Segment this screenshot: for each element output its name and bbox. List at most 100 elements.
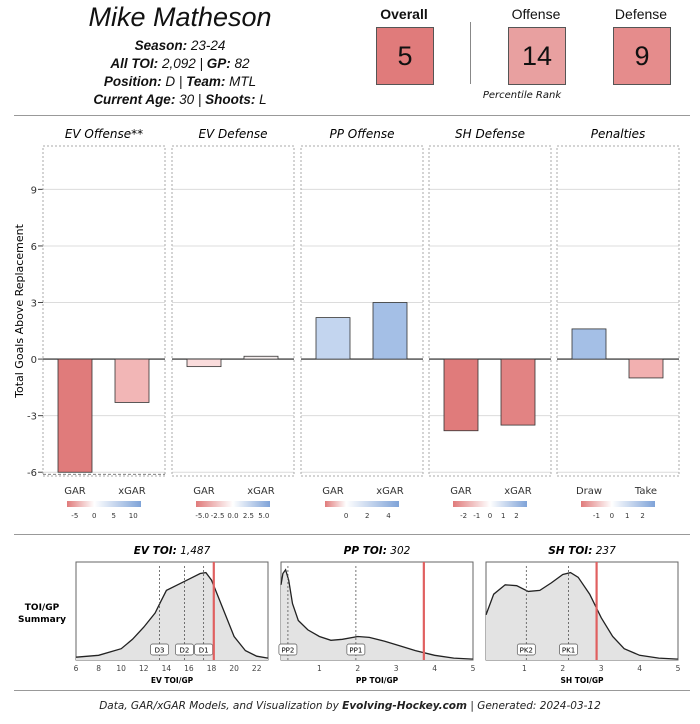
- tier-marker-box: [346, 643, 366, 656]
- x-tick-label: 20: [229, 664, 239, 673]
- x-tick-label: 5: [676, 664, 681, 673]
- percentile-caption: Percentile Rank: [482, 90, 562, 101]
- panel-frame: [171, 145, 295, 477]
- scale-tick-label: 0: [488, 512, 492, 520]
- toi-title-value: 237: [592, 545, 616, 557]
- x-tick-label: Take: [634, 486, 657, 497]
- panel-frame: [42, 145, 166, 477]
- scale-tick-label: -1: [473, 512, 480, 520]
- y-tick-label: 3: [31, 299, 37, 310]
- x-tick-label: GAR: [450, 486, 472, 497]
- scale-tick-label: 2: [365, 512, 369, 520]
- panel-title: EV Defense: [198, 127, 267, 141]
- x-tick-label: 1: [317, 664, 322, 673]
- toi-panel-title: SH TOI: 237: [548, 545, 616, 557]
- x-tick-label: 22: [252, 664, 262, 673]
- footer-divider: [14, 690, 690, 691]
- header-divider: [14, 115, 690, 116]
- scale-tick-label: 0: [92, 512, 96, 520]
- toi-title-bold: SH TOI:: [548, 545, 592, 557]
- bar-gar: [186, 358, 222, 368]
- x-tick-label: 10: [116, 664, 126, 673]
- toi-value: 2,092: [161, 56, 196, 71]
- overall-label: Overall: [380, 6, 428, 22]
- position-label: Position:: [103, 74, 162, 89]
- density-curve: [485, 571, 679, 660]
- density-area: [486, 572, 678, 660]
- panel-title: SH Defense: [455, 127, 525, 141]
- footer-brand: Evolving-Hockey.com: [342, 700, 467, 712]
- x-tick-label: 5: [471, 664, 476, 673]
- x-tick-label: 4: [637, 664, 642, 673]
- x-tick-label: xGAR: [247, 486, 275, 497]
- gar-bar-chart: Total Goals Above Replacement -6 -3 0 3 6 9 EV …: [13, 127, 680, 520]
- toi-title-value: 302: [387, 545, 411, 557]
- bar-xgar: [114, 358, 150, 403]
- density-area: [281, 569, 473, 660]
- mid-divider: [14, 534, 690, 535]
- scale-tick-label: 4: [386, 512, 391, 520]
- color-scale-bar: [453, 501, 527, 507]
- bar-take: [628, 358, 664, 379]
- scale-tick-label: -2: [460, 512, 467, 520]
- scale-tick-label: 10: [129, 512, 138, 520]
- toi-side-label: Summary: [18, 615, 66, 625]
- x-tick-label: 6: [74, 664, 79, 673]
- scale-tick-label: 2.5: [243, 512, 254, 520]
- scale-tick-label: 2: [640, 512, 644, 520]
- footer-credit: Data, GAR/xGAR Models, and Visualization…: [0, 700, 700, 712]
- scale-tick-label: -1: [593, 512, 600, 520]
- scale-tick-label: -2.5: [211, 512, 225, 520]
- scale-tick-label: 5: [112, 512, 116, 520]
- bar-gar: [443, 358, 479, 432]
- tier-marker-box: [559, 643, 578, 656]
- panel-title: PP Offense: [329, 127, 394, 141]
- x-tick-label: 8: [96, 664, 101, 673]
- footer-generated: | Generated: 2024-03-12: [470, 700, 601, 712]
- scale-tick-label: 0: [344, 512, 348, 520]
- shoots-value: L: [259, 92, 267, 107]
- tier-marker-box: [150, 643, 169, 656]
- color-scale-bar: [196, 501, 270, 507]
- y-tick-label: -6: [27, 468, 37, 479]
- shoots-label: Shoots:: [205, 92, 256, 107]
- team-value: MTL: [229, 74, 257, 89]
- position-team-line: Position: D | Team: MTL: [103, 74, 257, 89]
- color-scale-bar: [581, 501, 655, 507]
- bar-xgar: [500, 358, 536, 426]
- x-tick-label: Draw: [576, 486, 602, 497]
- color-scale-bar: [325, 501, 399, 507]
- y-axis-label: Total Goals Above Replacement: [13, 223, 26, 398]
- bar-gar: [57, 358, 93, 473]
- percentile-divider: [470, 22, 471, 84]
- scale-tick-label: 1: [501, 512, 505, 520]
- overall-percentile-box: 5: [376, 27, 434, 85]
- bar-gar: [315, 317, 351, 360]
- tier-marker-box: [175, 643, 194, 656]
- bar-draw: [571, 328, 607, 360]
- y-tick-label: 9: [31, 185, 37, 196]
- age-label: Current Age:: [93, 92, 176, 107]
- toi-title-bold: PP TOI:: [344, 545, 387, 557]
- x-axis-label: SH TOI/GP: [561, 676, 604, 685]
- tier-marker-label: D2: [180, 647, 190, 655]
- offense-percentile-box: 14: [508, 27, 566, 85]
- toi-side-label: TOI/GP: [25, 603, 60, 613]
- tier-marker-label: D3: [155, 647, 165, 655]
- scale-tick-label: 5.0: [258, 512, 269, 520]
- age-value: 30: [179, 92, 195, 107]
- x-tick-label: 1: [522, 664, 527, 673]
- team-label: Team:: [186, 74, 226, 89]
- x-tick-label: 3: [394, 664, 399, 673]
- x-tick-label: GAR: [64, 486, 86, 497]
- x-tick-label: 12: [139, 664, 149, 673]
- season-value: 23-24: [190, 38, 226, 53]
- defense-label: Defense: [614, 6, 668, 22]
- toi-title-bold: EV TOI:: [134, 545, 177, 557]
- tier-marker-label: PK1: [562, 647, 575, 655]
- x-tick-label: 18: [207, 664, 217, 673]
- scale-tick-label: -5.0: [195, 512, 209, 520]
- toi-label: All TOI:: [110, 56, 159, 71]
- scale-tick-label: -5: [71, 512, 78, 520]
